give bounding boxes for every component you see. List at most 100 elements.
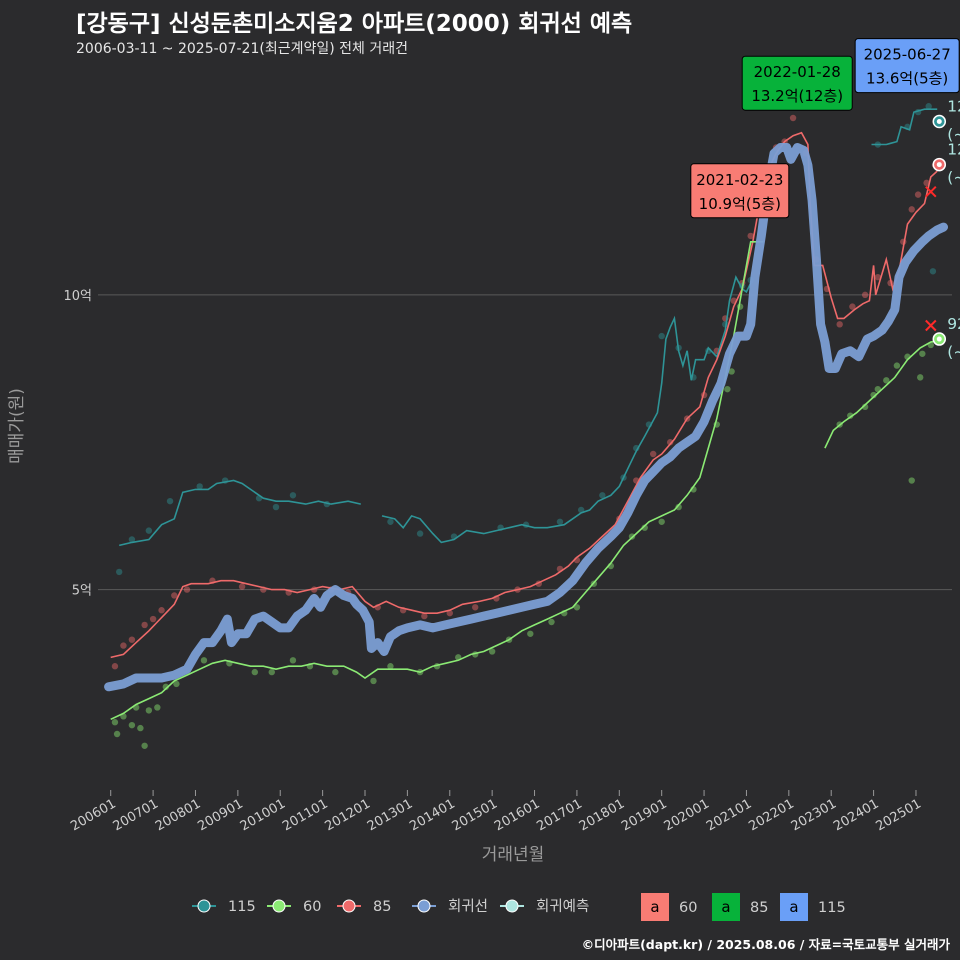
scatter-point-60 bbox=[387, 663, 394, 670]
scatter-point-60 bbox=[289, 657, 297, 664]
scatter-point-115 bbox=[289, 492, 297, 499]
x-tick-label: 202501 bbox=[873, 796, 923, 834]
scatter-point-85 bbox=[120, 642, 127, 649]
scatter-point-60 bbox=[675, 503, 682, 511]
x-axis: 2006012007012008012009012010012011012012… bbox=[68, 790, 924, 865]
end-label-area: (~115㎡) bbox=[947, 126, 960, 144]
legend-box-swatch bbox=[712, 893, 740, 921]
scatter-point-115 bbox=[658, 332, 665, 340]
x-tick-label: 202001 bbox=[662, 796, 712, 834]
legend-box-glyph: a bbox=[789, 898, 798, 916]
scatter-point-115 bbox=[145, 527, 153, 534]
scatter-point-60 bbox=[113, 730, 121, 738]
prediction-layer: 129,429 (~115㎡)122,133 (~85㎡) 92,450 (~60㎡) bbox=[932, 98, 960, 361]
scatter-point-85 bbox=[747, 232, 754, 240]
annotation-price: 13.6억(5층) bbox=[866, 70, 948, 88]
series-line-60 bbox=[110, 241, 764, 721]
scatter-point-85 bbox=[141, 621, 148, 629]
lines-layer bbox=[104, 108, 948, 721]
scatter-point-85 bbox=[849, 303, 856, 310]
scatter-point-60 bbox=[883, 377, 890, 384]
scatter-point-60 bbox=[917, 374, 924, 381]
annotations-layer: 2021-02-23 10.9억(5층) 2022-01-28 13.2억(12층) 2… bbox=[690, 38, 960, 219]
end-label-value: 122,133 bbox=[947, 141, 960, 159]
x-tick-label: 201401 bbox=[407, 796, 457, 834]
scatter-point-60 bbox=[200, 657, 208, 664]
scatter-point-115 bbox=[196, 483, 203, 490]
end-label-area: (~60㎡) bbox=[947, 343, 960, 361]
scatter-point-85 bbox=[149, 615, 157, 623]
x-tick-label: 201201 bbox=[323, 796, 373, 834]
scatter-point-60 bbox=[728, 368, 735, 375]
scatter-point-60 bbox=[145, 707, 153, 714]
legend-box-label: 85 bbox=[750, 900, 768, 916]
regression-line bbox=[104, 143, 948, 692]
annotation-price: 10.9억(5층) bbox=[699, 195, 781, 213]
scatter-point-60 bbox=[128, 721, 136, 729]
legend-label: 115 bbox=[228, 899, 256, 915]
scatter-point-115 bbox=[272, 503, 280, 511]
y-tick-label: 5억 bbox=[72, 584, 92, 599]
x-tick-label: 201601 bbox=[492, 796, 542, 834]
scatter-point-60 bbox=[724, 385, 731, 393]
scatter-point-85 bbox=[238, 583, 246, 590]
scatter-point-60 bbox=[251, 668, 259, 676]
scatter-point-60 bbox=[658, 518, 665, 525]
scatter-point-85 bbox=[421, 612, 428, 620]
cross-mark bbox=[925, 185, 937, 198]
chart-title: [강동구] 신성둔촌미소지움2 아파트(2000) 회귀선 예측 bbox=[76, 11, 633, 37]
legend-box-glyph: a bbox=[721, 898, 730, 916]
legend-label: 85 bbox=[373, 899, 391, 915]
prediction-point-core bbox=[936, 119, 942, 125]
scatter-point-85 bbox=[874, 273, 882, 281]
prediction-point-core bbox=[936, 162, 942, 168]
end-label-area: (~85㎡) bbox=[947, 169, 960, 187]
scatter-point-60 bbox=[527, 630, 534, 637]
legend-box-swatch bbox=[780, 893, 808, 921]
x-tick-label: 201901 bbox=[619, 796, 669, 834]
legend-swatch-dot bbox=[505, 899, 519, 913]
x-tick-label: 201301 bbox=[365, 796, 415, 834]
legend-box-glyph: a bbox=[650, 898, 659, 916]
series-line-60 bbox=[824, 340, 938, 449]
scatter-point-60 bbox=[919, 350, 926, 357]
scatter-point-85 bbox=[111, 663, 119, 670]
scatter-point-85 bbox=[128, 636, 136, 643]
x-tick-label: 201101 bbox=[280, 796, 330, 834]
grid-layer: 5억 10억 bbox=[63, 289, 952, 599]
x-tick-label: 201501 bbox=[450, 796, 500, 834]
legend-swatch-dot bbox=[342, 899, 356, 913]
scatter-point-60 bbox=[548, 618, 555, 626]
scatter-point-60 bbox=[908, 477, 915, 484]
scatter-point-60 bbox=[641, 524, 648, 531]
scatter-point-85 bbox=[446, 609, 453, 617]
annotation-box bbox=[690, 163, 790, 219]
scatter-point-85 bbox=[908, 206, 915, 213]
scatter-point-115 bbox=[929, 268, 937, 275]
series-line-85 bbox=[110, 131, 938, 659]
legend-box-swatch bbox=[641, 893, 669, 921]
annotation-date: 2025-06-27 bbox=[864, 46, 951, 64]
x-tick-label: 200901 bbox=[195, 796, 245, 834]
annotation-date: 2022-01-28 bbox=[754, 63, 841, 81]
scatter-point-60 bbox=[488, 648, 496, 655]
scatter-point-85 bbox=[183, 586, 191, 593]
scatter-point-115 bbox=[387, 518, 394, 525]
y-tick-label: 10억 bbox=[63, 289, 92, 304]
x-tick-label: 200801 bbox=[153, 796, 203, 834]
legend-box-label: 115 bbox=[818, 900, 846, 916]
x-tick-label: 200701 bbox=[111, 796, 161, 834]
scatter-point-115 bbox=[416, 530, 424, 537]
legend-swatch-dot bbox=[272, 899, 286, 913]
series-line-115 bbox=[119, 479, 361, 547]
scatter-point-85 bbox=[171, 592, 178, 599]
x-tick-label: 202401 bbox=[831, 796, 881, 834]
scatter-point-60 bbox=[141, 742, 148, 749]
scatter-point-60 bbox=[573, 604, 581, 611]
scatter-point-85 bbox=[914, 191, 922, 198]
scatter-point-60 bbox=[162, 683, 170, 691]
x-tick-label: 201801 bbox=[577, 796, 627, 834]
scatter-point-115 bbox=[115, 568, 123, 576]
